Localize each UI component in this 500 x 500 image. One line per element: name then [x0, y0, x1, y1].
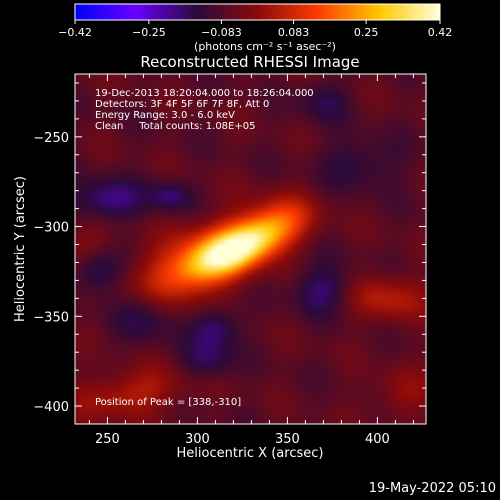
energy-range-text: Energy Range: 3.0 - 6.0 keV: [95, 110, 235, 121]
heatmap-image: [75, 74, 426, 424]
colorbar-tick-label: 0.083: [277, 26, 310, 39]
colorbar-units: (photons cm⁻² s⁻¹ asec⁻²): [194, 40, 336, 53]
colorbar: [74, 3, 441, 21]
footer-timestamp: 19-May-2022 05:10: [368, 481, 496, 496]
y-tick-label: −350: [33, 310, 69, 325]
y-tick-label: −300: [33, 221, 69, 236]
detectors-text: Detectors: 3F 4F 5F 6F 7F 8F, Att 0: [95, 99, 270, 110]
peak-position-text: Position of Peak = [338,-310]: [95, 397, 242, 408]
y-tick-label: −400: [33, 400, 69, 415]
colorbar-tick-label: −0.42: [58, 26, 92, 39]
x-tick-label: 300: [185, 432, 210, 447]
colorbar-tick-label: 0.42: [427, 26, 453, 39]
colorbar-tick-label: −0.25: [132, 26, 166, 39]
x-tick-label: 350: [275, 432, 300, 447]
heatmap-plot: 250 300 350 400 −250 −300 −350 −400: [33, 73, 427, 447]
y-axis-label: Heliocentric Y (arcsec): [13, 176, 28, 322]
y-tick-label: −250: [33, 131, 69, 146]
x-tick-label: 400: [365, 432, 390, 447]
colorbar-ticks: [74, 20, 441, 24]
plot-frame: [74, 73, 427, 425]
x-tick-label: 250: [95, 432, 120, 447]
axis-ticks: 250 300 350 400 −250 −300 −350 −400: [33, 74, 426, 447]
clean-counts-text: Clean Total counts: 1.08E+05: [95, 121, 256, 132]
colorbar-tick-label: 0.25: [353, 26, 379, 39]
x-axis-label: Heliocentric X (arcsec): [177, 446, 324, 461]
time-range-text: 19-Dec-2013 18:20:04.000 to 18:26:04.000: [95, 88, 314, 99]
chart-title: Reconstructed RHESSI Image: [140, 53, 360, 71]
colorbar-tick-label: −0.083: [201, 26, 242, 39]
